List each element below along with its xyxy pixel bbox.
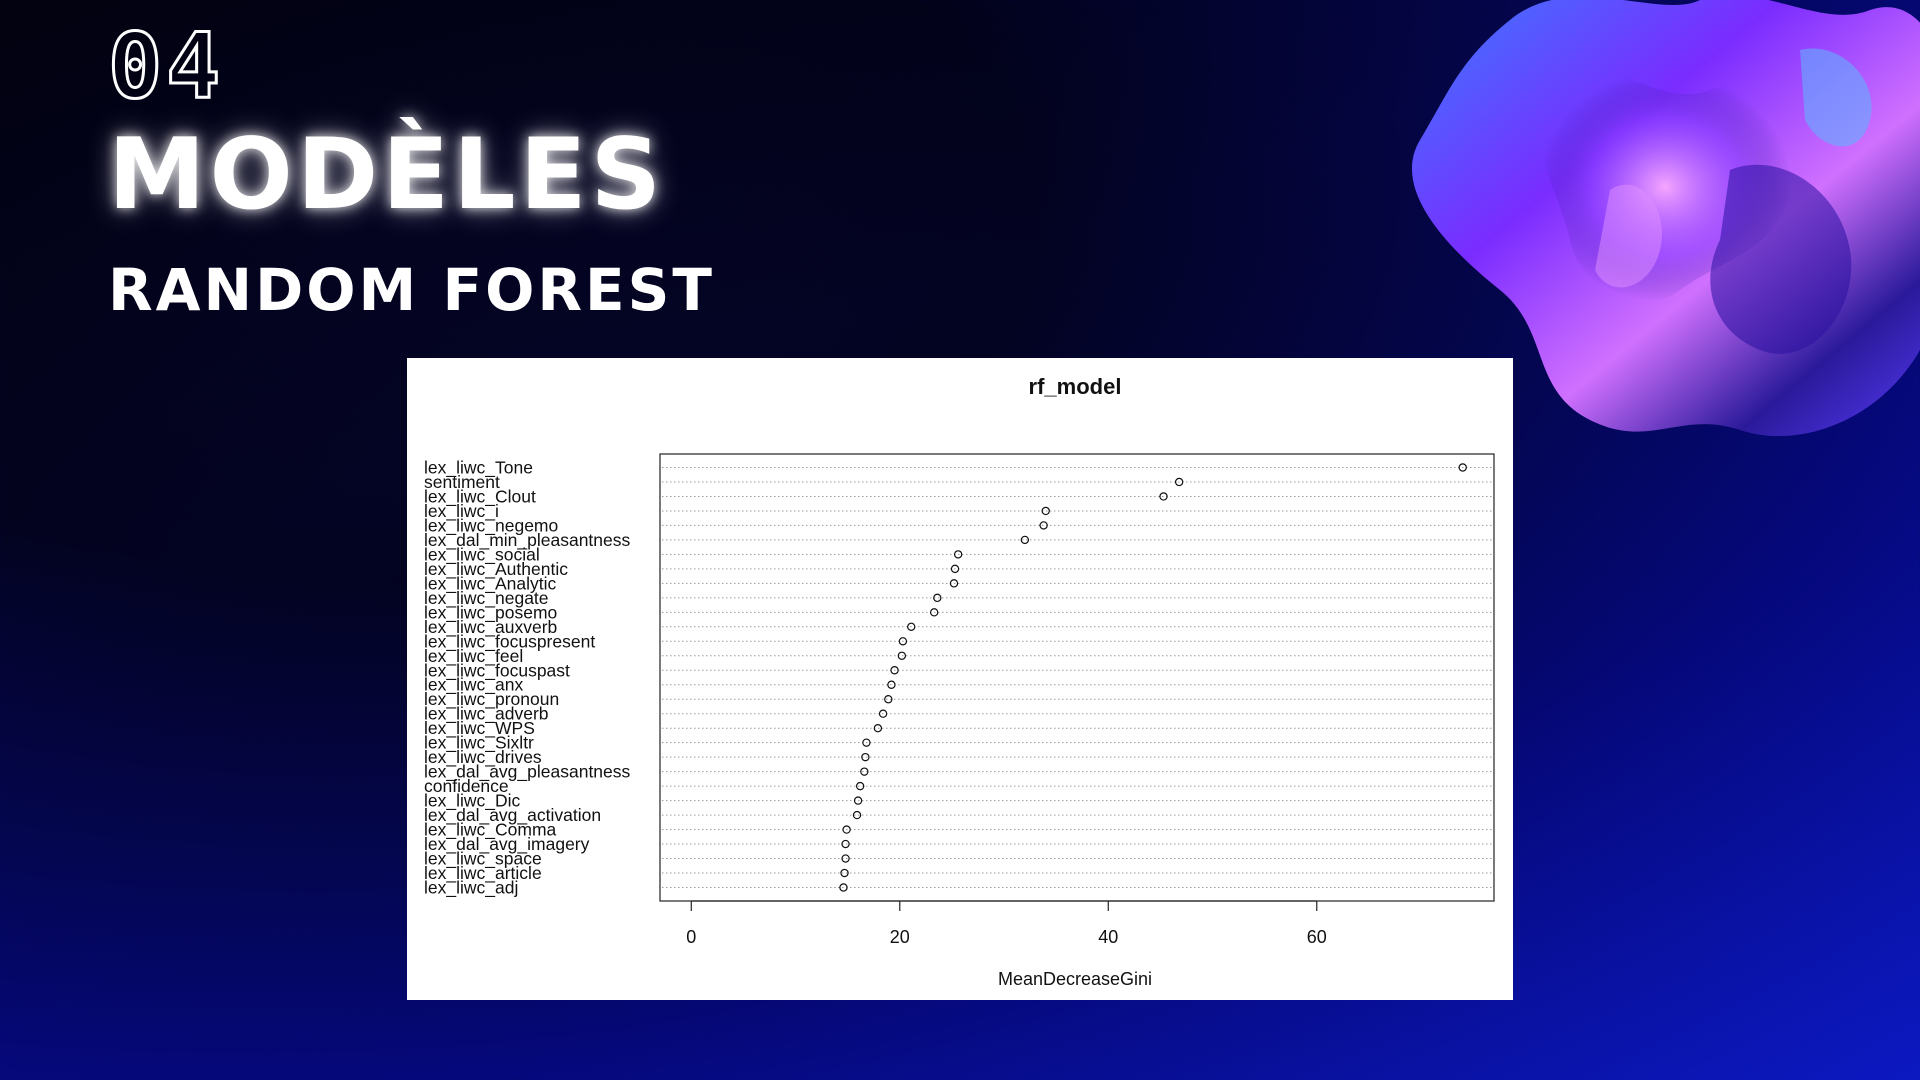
data-point (855, 781, 865, 791)
y-tick-label: lex_dal_avg_imagery (424, 834, 590, 855)
y-tick-label: lex_liwc_Comma (424, 820, 557, 841)
data-point (1174, 477, 1184, 487)
data-point (842, 825, 851, 834)
y-tick-label: lex_liwc_feel (424, 646, 523, 667)
grid-lines (662, 467, 1492, 888)
y-tick-label: lex_liwc_anx (424, 675, 523, 696)
y-tick-label: lex_liwc_WPS (424, 718, 535, 739)
y-tick-label: lex_liwc_focuspast (424, 660, 570, 681)
chart-panel: rf_model lex_liwc_Tone sentiment lex_liwc_… (407, 358, 1513, 1000)
slide-title: MODÈLES (108, 118, 666, 232)
data-point (853, 796, 863, 805)
y-tick-label: lex_liwc_social (424, 544, 540, 565)
data-point (898, 637, 908, 646)
x-tick-label: 40 (1098, 927, 1118, 947)
y-tick-label: lex_liwc_Tone (424, 458, 533, 479)
x-tick-label: 20 (890, 927, 910, 947)
y-tick-label: lex_liwc_drives (424, 747, 542, 768)
y-tick-label: lex_dal_avg_pleasantness (424, 762, 631, 783)
data-point (840, 868, 849, 878)
y-labels: lex_liwc_Tonesentimentlex_liwc_Cloutlex_… (424, 458, 631, 899)
data-point (852, 810, 862, 820)
y-tick-label: lex_liwc_Analytic (424, 573, 557, 594)
data-point (887, 680, 896, 689)
data-point (873, 723, 883, 733)
y-tick-label: lex_dal_avg_activation (424, 805, 601, 826)
y-tick-label: lex_liwc_focuspresent (424, 631, 595, 652)
y-tick-label: sentiment (424, 472, 500, 492)
data-point (861, 752, 870, 762)
data-point (841, 854, 850, 863)
x-axis-label: MeanDecreaseGini (998, 969, 1152, 989)
iridescent-blob-decoration (1412, 0, 1920, 437)
data-point (878, 709, 888, 718)
data-point (839, 883, 848, 892)
data-point (1039, 521, 1048, 530)
data-point (890, 666, 899, 675)
y-tick-label: lex_liwc_Sixltr (424, 733, 534, 754)
data-point (950, 564, 960, 574)
y-tick-label: lex_dal_min_pleasantness (424, 530, 630, 551)
data-point (1159, 492, 1168, 501)
y-tick-label: lex_liwc_article (424, 863, 542, 884)
data-point (841, 839, 850, 849)
y-tick-label: lex_liwc_negate (424, 588, 549, 609)
y-tick-label: lex_liwc_negemo (424, 515, 558, 536)
data-point (897, 651, 907, 660)
data-point (953, 550, 963, 559)
y-tick-label: lex_liwc_Clout (424, 486, 536, 507)
y-tick-label: lex_liwc_i (424, 501, 499, 522)
y-tick-label: lex_liwc_adverb (424, 704, 549, 725)
y-tick-label: lex_liwc_auxverb (424, 617, 557, 638)
x-tick-label: 0 (686, 927, 696, 947)
data-point (884, 695, 893, 704)
y-tick-label: lex_liwc_posemo (424, 602, 557, 623)
x-axis: 0 20 40 60 (686, 900, 1327, 947)
data-point (1020, 535, 1030, 545)
slide-subtitle: RANDOM FOREST (108, 256, 715, 324)
data-point (933, 593, 942, 603)
y-tick-label: lex_liwc_space (424, 849, 542, 870)
y-tick-label: lex_liwc_Authentic (424, 559, 568, 580)
y-tick-label: lex_liwc_adj (424, 878, 518, 899)
data-points (839, 463, 1467, 892)
data-point (860, 767, 869, 776)
x-tick-label: 60 (1307, 927, 1327, 947)
y-tick-label: lex_liwc_pronoun (424, 689, 559, 710)
section-number: 04 (106, 13, 225, 121)
data-point (1458, 463, 1467, 472)
data-point (907, 622, 916, 632)
data-point (1041, 506, 1050, 516)
y-tick-label: lex_liwc_Dic (424, 791, 521, 812)
plot-frame (659, 453, 1495, 902)
data-point (929, 608, 939, 617)
y-tick-label: confidence (424, 776, 509, 796)
data-point (949, 579, 959, 588)
data-point (862, 738, 871, 747)
chart-title: rf_model (1029, 374, 1122, 399)
variable-importance-chart: rf_model lex_liwc_Tonesentimentlex_liwc_… (424, 374, 1495, 989)
